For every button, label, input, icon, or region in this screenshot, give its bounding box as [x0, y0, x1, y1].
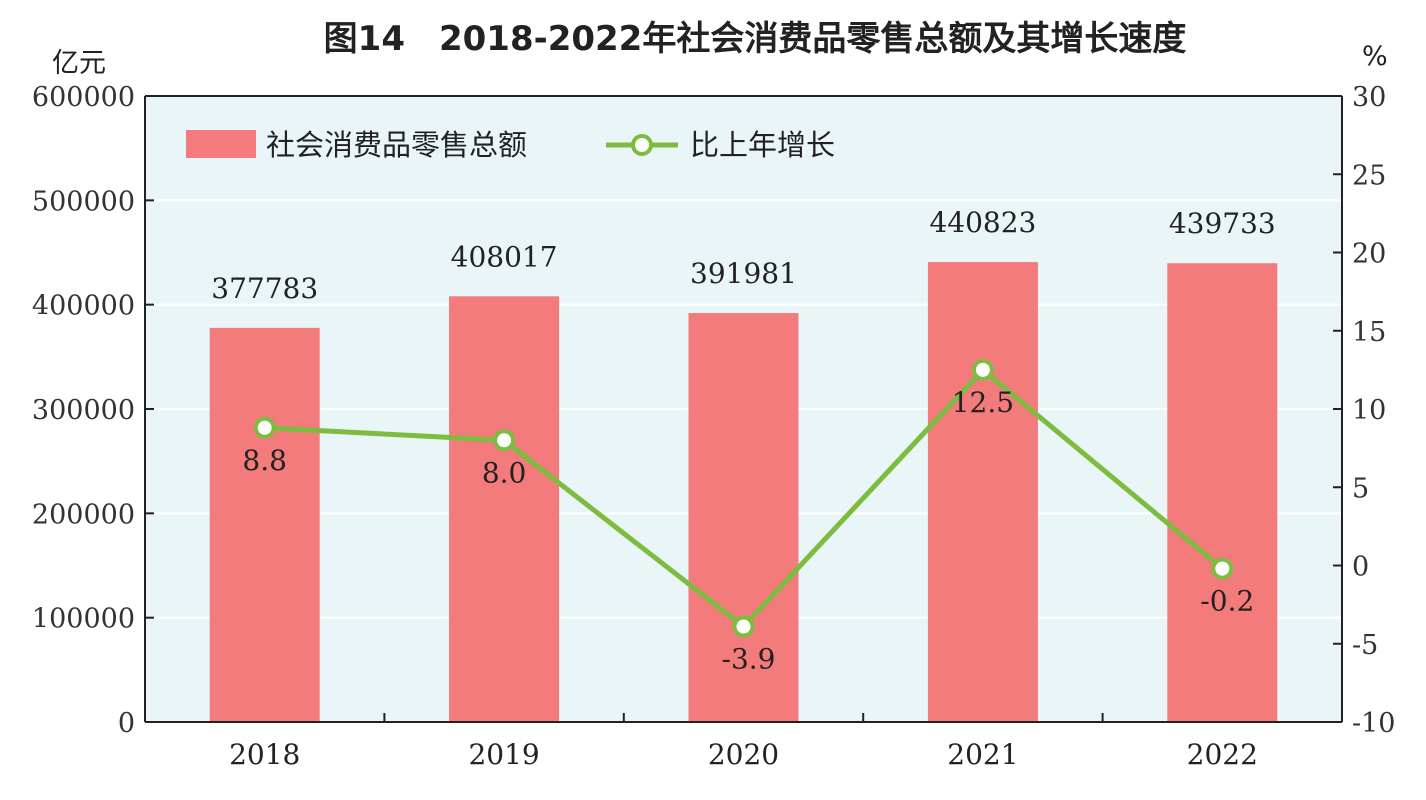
x-tick-label-2018: 2018: [229, 738, 300, 771]
left-tick-label: 200000: [32, 499, 135, 530]
right-tick-label: 20: [1352, 239, 1386, 270]
right-tick-label: 25: [1352, 160, 1386, 191]
growth-point-2020: [732, 615, 755, 638]
growth-value-label-2019: 8.0: [482, 456, 527, 489]
x-axis-ticks: 2018 2019 2020 2021 2022: [229, 713, 1258, 771]
bar-2018: [209, 327, 320, 722]
bar-value-label-2019: 408017: [451, 240, 558, 273]
left-tick-label: 100000: [32, 604, 135, 635]
left-tick-label: 600000: [32, 82, 135, 113]
growth-value-label-2020: -3.9: [722, 643, 776, 676]
bar-value-label-2021: 440823: [929, 206, 1036, 239]
right-axis-unit: %: [1362, 41, 1388, 72]
right-tick-label: -5: [1352, 630, 1378, 661]
x-tick-label-2019: 2019: [468, 738, 539, 771]
right-axis-ticks: -10 -5 0 5 10 15 20 25 30: [1333, 82, 1395, 739]
bar-value-label-2018: 377783: [211, 272, 318, 305]
x-tick-label-2020: 2020: [708, 738, 779, 771]
legend-bar-swatch: [186, 130, 256, 158]
left-tick-label: 500000: [32, 186, 135, 217]
left-tick-label: 400000: [32, 291, 135, 322]
right-tick-label: 0: [1352, 552, 1369, 583]
chart-title: 图14 2018-2022年社会消费品零售总额及其增长速度: [324, 19, 1187, 59]
left-tick-label: 0: [118, 708, 135, 739]
right-tick-label: 10: [1352, 395, 1386, 426]
x-tick-label-2021: 2021: [947, 738, 1018, 771]
right-tick-label: 30: [1352, 82, 1386, 113]
bars: [209, 262, 1278, 722]
left-axis-unit: 亿元: [52, 48, 106, 79]
bar-2020: [688, 313, 799, 722]
right-tick-label: 5: [1352, 473, 1369, 504]
left-tick-label: 300000: [32, 395, 135, 426]
bar-2019: [449, 296, 560, 722]
growth-point-2018: [253, 416, 276, 439]
growth-point-2019: [493, 429, 516, 452]
legend-line-label: 比上年增长: [690, 128, 835, 162]
legend-line-marker: [631, 134, 653, 156]
x-tick-label-2022: 2022: [1187, 738, 1258, 771]
bar-value-label-2020: 391981: [690, 257, 797, 290]
right-tick-label: 15: [1352, 317, 1386, 348]
growth-value-label-2018: 8.8: [242, 444, 287, 477]
bar-2021: [927, 262, 1038, 722]
bar-2022: [1167, 263, 1278, 722]
bar-labels: 377783 408017 391981 440823 439733: [211, 206, 1275, 305]
legend: 社会消费品零售总额 比上年增长: [186, 128, 835, 162]
growth-line: 8.8 8.0 -3.9 12.5 -0.2: [242, 358, 1254, 676]
bar-value-label-2022: 439733: [1169, 207, 1276, 240]
legend-bar-label: 社会消费品零售总额: [266, 128, 527, 162]
right-tick-label: -10: [1352, 708, 1395, 739]
growth-value-label-2021: 12.5: [952, 386, 1014, 419]
growth-point-2022: [1211, 557, 1234, 580]
growth-point-2021: [971, 358, 994, 381]
growth-value-label-2022: -0.2: [1200, 585, 1254, 618]
left-axis-ticks: 0 100000 200000 300000 400000 500000 600000: [32, 82, 154, 739]
